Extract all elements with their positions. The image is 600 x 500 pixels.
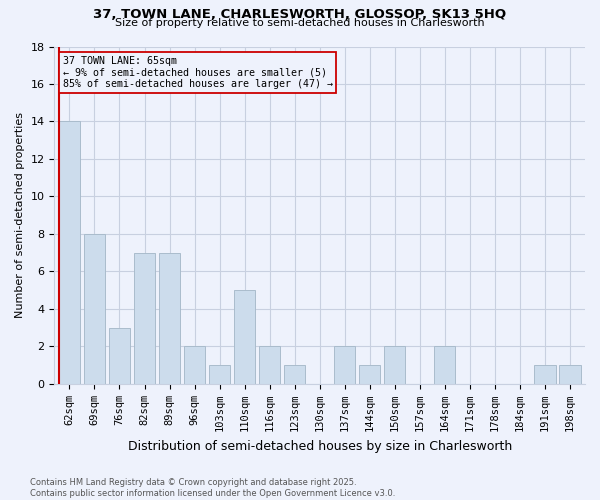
Bar <box>84 234 105 384</box>
Bar <box>134 252 155 384</box>
Bar <box>209 365 230 384</box>
Bar <box>384 346 406 384</box>
Y-axis label: Number of semi-detached properties: Number of semi-detached properties <box>15 112 25 318</box>
X-axis label: Distribution of semi-detached houses by size in Charlesworth: Distribution of semi-detached houses by … <box>128 440 512 452</box>
Bar <box>284 365 305 384</box>
Bar <box>109 328 130 384</box>
Bar <box>559 365 581 384</box>
Bar <box>59 122 80 384</box>
Text: Size of property relative to semi-detached houses in Charlesworth: Size of property relative to semi-detach… <box>115 18 485 28</box>
Bar <box>184 346 205 384</box>
Text: Contains HM Land Registry data © Crown copyright and database right 2025.
Contai: Contains HM Land Registry data © Crown c… <box>30 478 395 498</box>
Bar <box>259 346 280 384</box>
Bar <box>234 290 255 384</box>
Bar <box>359 365 380 384</box>
Bar <box>159 252 180 384</box>
Bar <box>334 346 355 384</box>
Text: 37, TOWN LANE, CHARLESWORTH, GLOSSOP, SK13 5HQ: 37, TOWN LANE, CHARLESWORTH, GLOSSOP, SK… <box>94 8 506 20</box>
Bar <box>535 365 556 384</box>
Bar <box>434 346 455 384</box>
Text: 37 TOWN LANE: 65sqm
← 9% of semi-detached houses are smaller (5)
85% of semi-det: 37 TOWN LANE: 65sqm ← 9% of semi-detache… <box>62 56 332 89</box>
